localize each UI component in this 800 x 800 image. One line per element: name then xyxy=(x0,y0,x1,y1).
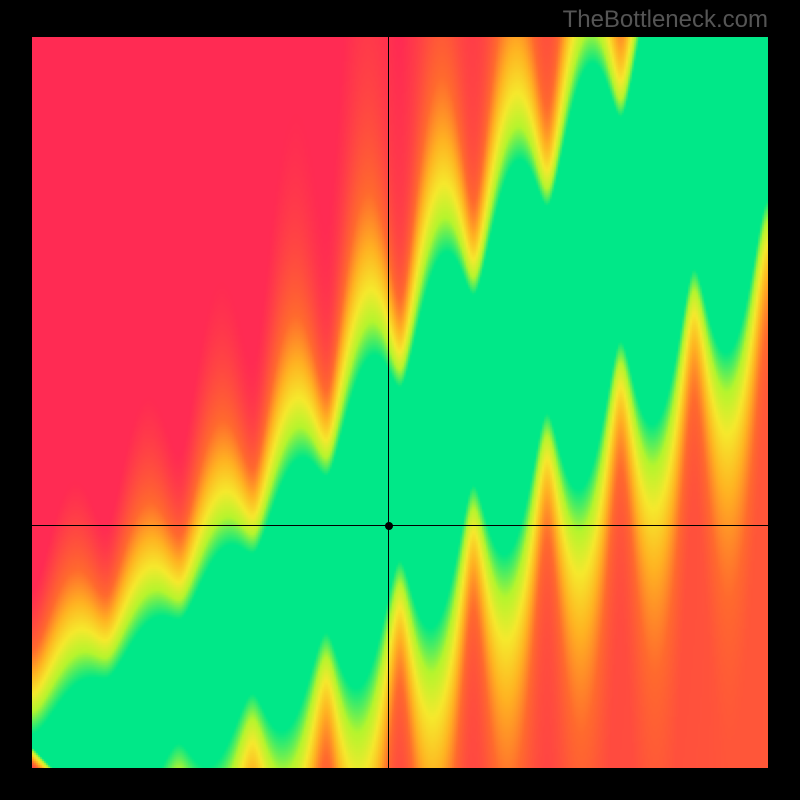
crosshair-point xyxy=(385,522,393,530)
crosshair-vertical xyxy=(388,37,389,768)
chart-container: TheBottleneck.com xyxy=(0,0,800,800)
watermark-text: TheBottleneck.com xyxy=(563,6,768,34)
crosshair-horizontal xyxy=(32,525,768,526)
heatmap-canvas xyxy=(32,37,768,768)
